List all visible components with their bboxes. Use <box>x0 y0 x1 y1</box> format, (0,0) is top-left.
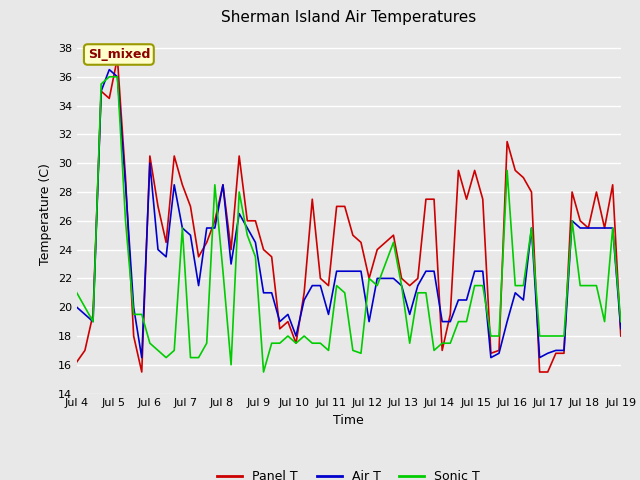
Text: SI_mixed: SI_mixed <box>88 48 150 61</box>
Y-axis label: Temperature (C): Temperature (C) <box>39 163 52 264</box>
X-axis label: Time: Time <box>333 414 364 427</box>
Legend: Panel T, Air T, Sonic T: Panel T, Air T, Sonic T <box>212 465 485 480</box>
Title: Sherman Island Air Temperatures: Sherman Island Air Temperatures <box>221 11 476 25</box>
